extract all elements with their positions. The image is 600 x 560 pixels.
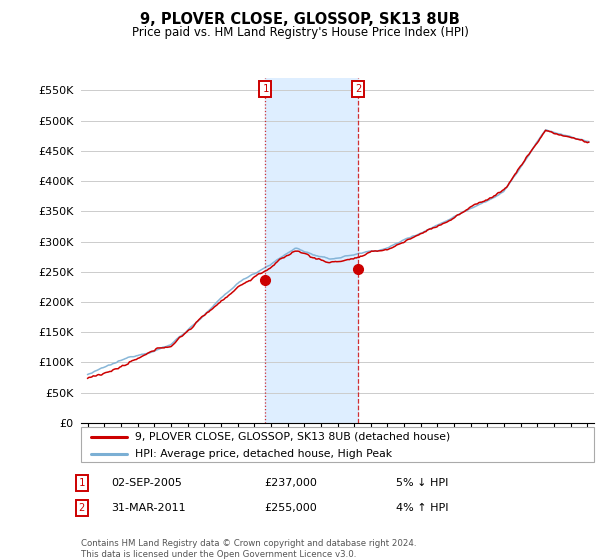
Text: 9, PLOVER CLOSE, GLOSSOP, SK13 8UB: 9, PLOVER CLOSE, GLOSSOP, SK13 8UB — [140, 12, 460, 27]
FancyBboxPatch shape — [81, 427, 594, 462]
Text: HPI: Average price, detached house, High Peak: HPI: Average price, detached house, High… — [135, 449, 392, 459]
Text: Price paid vs. HM Land Registry's House Price Index (HPI): Price paid vs. HM Land Registry's House … — [131, 26, 469, 39]
Text: 02-SEP-2005: 02-SEP-2005 — [111, 478, 182, 488]
Text: Contains HM Land Registry data © Crown copyright and database right 2024.
This d: Contains HM Land Registry data © Crown c… — [81, 539, 416, 559]
Text: 5% ↓ HPI: 5% ↓ HPI — [396, 478, 448, 488]
Text: 9, PLOVER CLOSE, GLOSSOP, SK13 8UB (detached house): 9, PLOVER CLOSE, GLOSSOP, SK13 8UB (deta… — [135, 432, 450, 442]
Text: 1: 1 — [262, 84, 269, 94]
Text: 31-MAR-2011: 31-MAR-2011 — [111, 503, 185, 513]
Bar — [265, 78, 358, 423]
Text: £237,000: £237,000 — [264, 478, 317, 488]
Text: 4% ↑ HPI: 4% ↑ HPI — [396, 503, 449, 513]
Text: 1: 1 — [79, 478, 85, 488]
Text: 2: 2 — [79, 503, 85, 513]
Text: 2: 2 — [355, 84, 361, 94]
Text: £255,000: £255,000 — [264, 503, 317, 513]
